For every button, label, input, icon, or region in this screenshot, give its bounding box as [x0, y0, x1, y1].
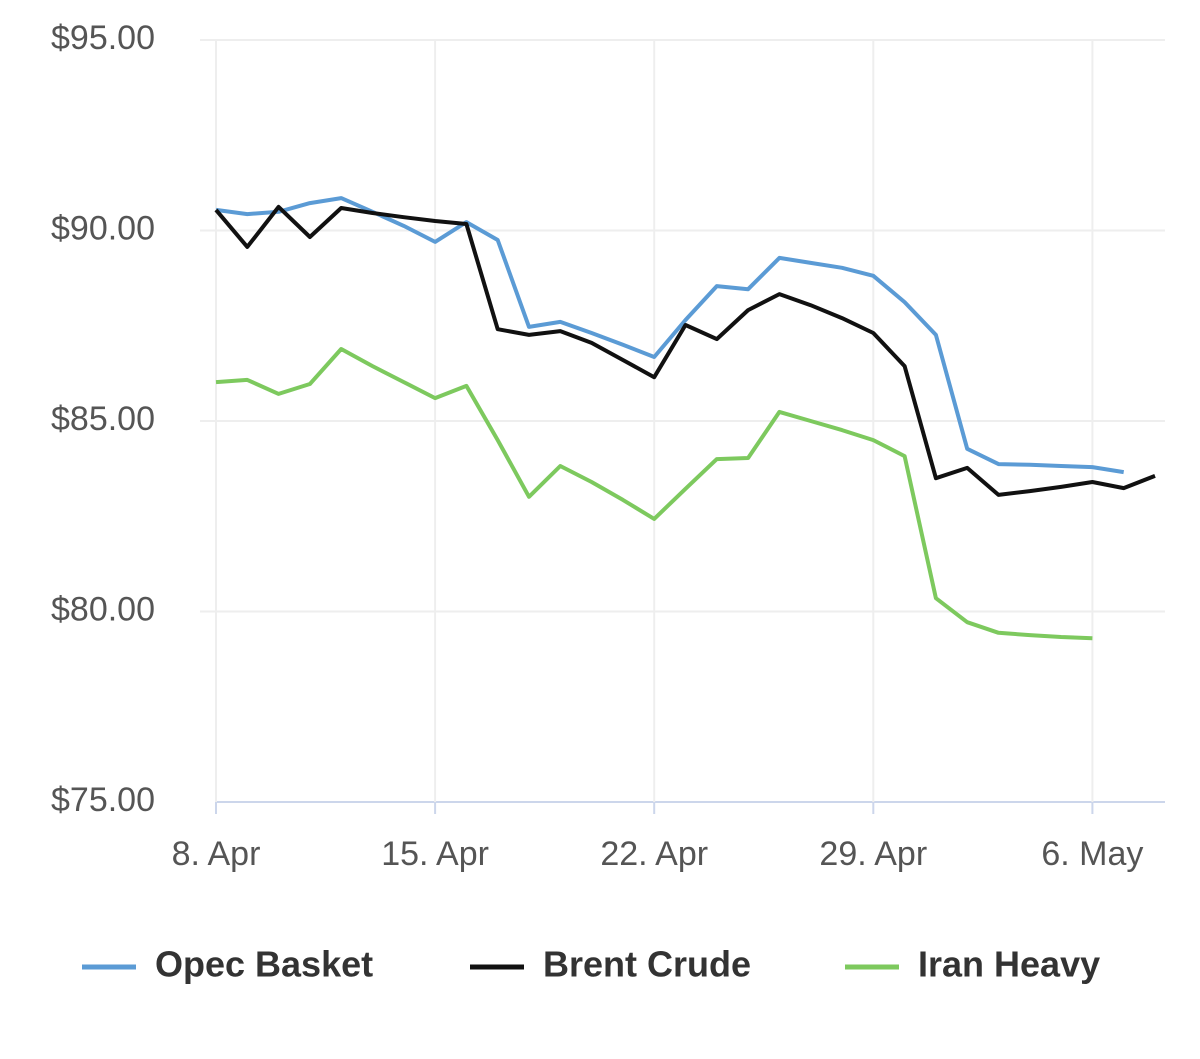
x-tick-label: 6. May: [1041, 835, 1143, 873]
y-tick-label: $85.00: [51, 400, 155, 438]
series-line: [215, 347, 1093, 641]
series-line: [215, 196, 1125, 475]
series-line: [214, 204, 1156, 497]
y-tick-label: $95.00: [51, 19, 155, 57]
y-tick-label: $75.00: [51, 781, 155, 819]
x-tick-label: 15. Apr: [381, 835, 489, 873]
legend-text: Opec Basket: [155, 944, 373, 985]
x-tick-label: 22. Apr: [600, 835, 708, 873]
y-tick-label: $80.00: [51, 590, 155, 628]
legend-text: Brent Crude: [543, 944, 751, 985]
x-tick-label: 29. Apr: [819, 835, 927, 873]
x-tick-label: 8. Apr: [172, 835, 261, 873]
legend-text: Iran Heavy: [918, 944, 1100, 985]
y-tick-label: $90.00: [51, 209, 155, 247]
